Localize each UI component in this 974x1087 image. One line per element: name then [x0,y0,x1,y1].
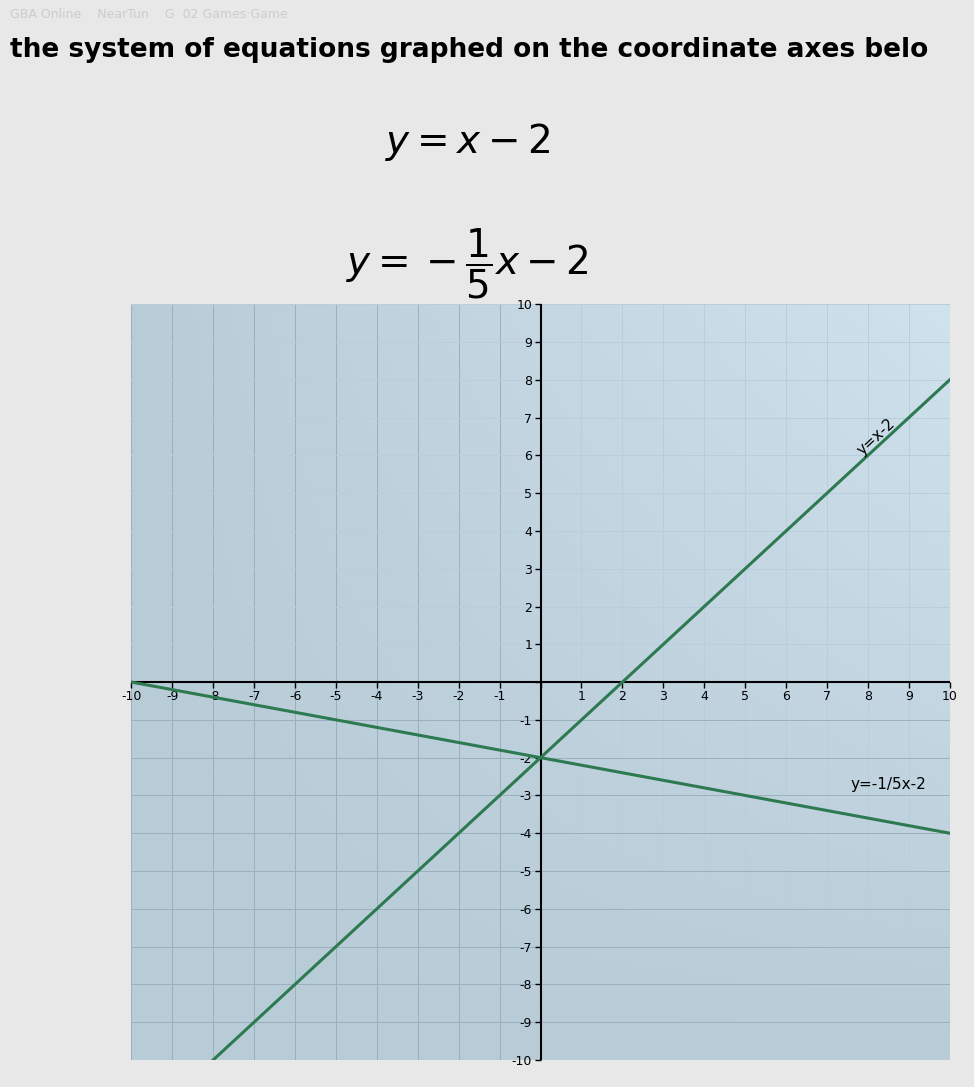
Text: GBA Online    NearTun    G  02 Games·Game: GBA Online NearTun G 02 Games·Game [10,8,287,21]
Text: y=-1/5x-2: y=-1/5x-2 [850,776,926,791]
Text: y=x-2: y=x-2 [854,415,898,458]
Text: $y = -\dfrac{1}{5}x - 2$: $y = -\dfrac{1}{5}x - 2$ [346,227,589,301]
Text: the system of equations graphed on the coordinate axes belo: the system of equations graphed on the c… [10,37,928,63]
Text: $y = x - 2$: $y = x - 2$ [385,121,550,163]
